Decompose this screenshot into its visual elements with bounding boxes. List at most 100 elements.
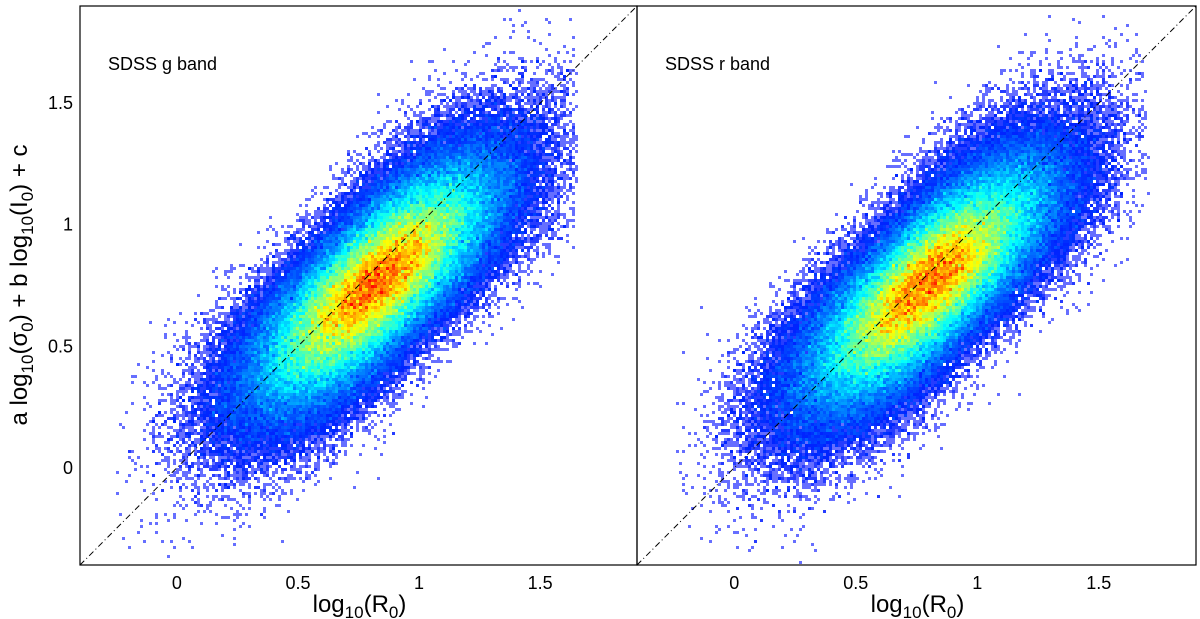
density-cell	[461, 108, 464, 111]
density-cell	[404, 207, 407, 210]
density-cell	[476, 108, 479, 111]
density-cell	[251, 291, 254, 294]
density-cell	[416, 285, 419, 288]
density-cell	[437, 93, 440, 96]
density-cell	[374, 198, 377, 201]
density-cell	[419, 99, 422, 102]
density-cell	[413, 255, 416, 258]
density-cell	[398, 213, 401, 216]
density-cell	[473, 105, 476, 108]
density-cell	[431, 60, 434, 63]
density-cell	[425, 198, 428, 201]
density-cell	[536, 159, 539, 162]
density-cell	[413, 282, 416, 285]
density-cell	[434, 210, 437, 213]
density-cell	[509, 51, 512, 54]
density-cell	[398, 183, 401, 186]
density-cell	[314, 213, 317, 216]
density-cell	[467, 282, 470, 285]
density-cell	[458, 225, 461, 228]
density-cell	[323, 282, 326, 285]
density-cell	[536, 177, 539, 180]
density-cell	[467, 279, 470, 282]
density-cell	[542, 252, 545, 255]
density-cell	[386, 147, 389, 150]
density-cell	[482, 93, 485, 96]
density-cell	[461, 138, 464, 141]
density-cell	[371, 249, 374, 252]
density-cell	[482, 228, 485, 231]
density-cell	[347, 246, 350, 249]
density-cell	[377, 207, 380, 210]
density-cell	[434, 129, 437, 132]
density-cell	[455, 195, 458, 198]
density-cell	[314, 246, 317, 249]
density-cell	[482, 243, 485, 246]
density-cell	[398, 192, 401, 195]
density-cell	[404, 228, 407, 231]
density-cell	[485, 144, 488, 147]
density-cell	[380, 210, 383, 213]
density-cell	[548, 144, 551, 147]
density-cell	[443, 192, 446, 195]
density-cell	[539, 162, 542, 165]
density-cell	[419, 114, 422, 117]
density-cell	[335, 282, 338, 285]
density-cell	[503, 180, 506, 183]
density-cell	[503, 153, 506, 156]
density-cell	[485, 105, 488, 108]
density-cell	[287, 291, 290, 294]
density-cell	[527, 138, 530, 141]
density-cell	[512, 114, 515, 117]
density-cell	[473, 132, 476, 135]
density-cell	[527, 210, 530, 213]
density-cell	[407, 213, 410, 216]
density-cell	[407, 135, 410, 138]
density-cell	[422, 270, 425, 273]
density-cell	[389, 153, 392, 156]
density-cell	[482, 105, 485, 108]
density-cell	[353, 195, 356, 198]
density-cell	[332, 210, 335, 213]
density-cell	[437, 213, 440, 216]
density-cell	[374, 147, 377, 150]
density-cell	[416, 213, 419, 216]
density-cell	[311, 255, 314, 258]
density-cell	[212, 270, 215, 273]
density-cell	[356, 282, 359, 285]
density-cell	[368, 174, 371, 177]
density-cell	[455, 69, 458, 72]
density-cell	[380, 261, 383, 264]
density-cell	[332, 240, 335, 243]
density-cell	[278, 243, 281, 246]
density-cell	[380, 252, 383, 255]
density-cell	[365, 186, 368, 189]
density-cell	[491, 264, 494, 267]
density-cell	[461, 114, 464, 117]
density-cell	[476, 192, 479, 195]
density-cell	[518, 72, 521, 75]
density-cell	[350, 225, 353, 228]
density-cell	[470, 246, 473, 249]
density-cell	[506, 180, 509, 183]
density-cell	[434, 213, 437, 216]
density-cell	[395, 279, 398, 282]
density-cell	[473, 51, 476, 54]
density-cell	[554, 234, 557, 237]
density-cell	[542, 114, 545, 117]
density-cell	[311, 288, 314, 291]
density-cell	[446, 258, 449, 261]
density-cell	[512, 66, 515, 69]
density-cell	[485, 255, 488, 258]
density-cell	[569, 165, 572, 168]
density-cell	[398, 258, 401, 261]
density-cell	[455, 99, 458, 102]
density-cell	[473, 270, 476, 273]
density-cell	[548, 105, 551, 108]
density-cell	[437, 168, 440, 171]
density-cell	[371, 252, 374, 255]
density-cell	[536, 90, 539, 93]
density-cell	[446, 273, 449, 276]
density-cell	[437, 105, 440, 108]
density-cell	[518, 267, 521, 270]
